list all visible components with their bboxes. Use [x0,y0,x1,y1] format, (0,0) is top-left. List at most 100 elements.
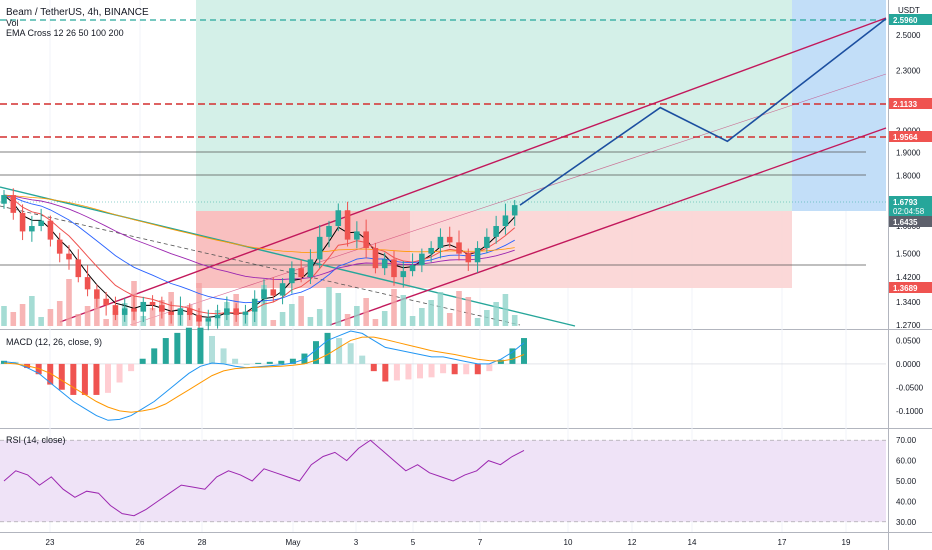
price-tag-value: 1.6793 [893,198,918,207]
price-tag-value: 1.3689 [893,284,918,293]
price-tick: 1.8000 [896,172,921,181]
macd-histogram-bar [370,363,377,372]
price-axis[interactable]: 1.27001.34001.42001.50001.60001.70001.80… [889,14,932,330]
candle-body [233,308,239,315]
candle-body [456,242,462,254]
time-tick: 7 [478,538,483,547]
candle-body [251,298,258,312]
time-tick: 28 [198,538,207,547]
pane-labels: Beam / TetherUS, 4h, BINANCE Vol EMA Cro… [6,6,920,445]
candle-body [10,195,17,213]
macd-line [3,330,525,421]
channel-upper [59,17,887,323]
macd-histogram-bar [278,360,285,364]
volume-bar [94,298,100,326]
volume-bar [372,319,379,326]
time-tick: 19 [842,538,851,547]
macd-histogram-bar [266,361,273,364]
price-tag-countdown: 02:04:58 [893,207,925,216]
volume-bar [354,306,360,326]
candle-body [205,318,212,322]
price-tick: 2.5000 [896,31,921,40]
candle-body [75,259,82,278]
macd-histogram-bar [474,363,481,375]
macd-histogram-bar [232,358,239,364]
candle-body [354,231,360,240]
volume-bar [270,320,277,326]
candle-body [214,314,221,319]
macd-histogram-bar [197,327,204,364]
volume-bar [298,296,304,326]
horizontal-lines [0,19,886,266]
price-tick: 2.3000 [896,67,921,76]
volume-bar [456,291,462,326]
macd-histogram-bar [93,363,100,395]
macd-histogram-bar [313,341,319,364]
candle-body [316,236,323,260]
time-tick: 17 [778,538,787,547]
macd-histogram-bar [289,358,296,364]
rsi-line [3,439,525,517]
candle-body [38,220,44,227]
volume-bar [103,319,109,326]
candle-body [289,268,295,284]
long-zone [196,0,792,211]
macd-histogram-bar [185,327,192,364]
projection-zone [792,0,886,211]
macd-tick: 0.0000 [896,360,921,369]
macd-histogram-bar [139,358,146,364]
candle-body [502,215,509,227]
price-tag-value: 2.5960 [893,16,918,25]
candle-body [335,210,342,227]
macd-histogram-bar [255,362,262,364]
macd-tick: -0.0500 [896,383,924,392]
volume-bar [261,285,267,326]
volume-bar [511,315,518,326]
macd-histogram-bar [243,363,250,365]
volume-bar [419,308,425,326]
time-tick: 23 [46,538,55,547]
candle-body [242,311,249,315]
rsi-band [0,440,886,522]
macd-histogram-bar [497,359,504,364]
price-tag-value: 2.1133 [893,100,918,109]
candle-body [400,271,407,278]
macd-histogram-bar [428,363,435,378]
price-tick: 1.9000 [896,148,921,157]
volume-bar [316,309,323,326]
volume-bar [307,317,314,326]
volume-bar [363,298,369,326]
candle-body [168,311,174,315]
forecast-line [519,18,887,206]
volume-bar [502,294,509,326]
macd-histogram-bar [105,363,111,393]
downtrend-line [0,186,576,327]
time-tick: 12 [628,538,637,547]
volume-bar [409,316,416,326]
volume-bar [279,312,286,326]
candle-body [29,226,35,232]
time-axis[interactable]: 23 26 28 May 3 5 7 10 12 14 17 19 [0,532,932,548]
volume-bar [391,289,397,326]
time-tick: 14 [688,538,697,547]
macd-tick: -0.1000 [896,407,924,416]
volume-bar [38,317,44,326]
macd-histogram-bar [162,338,169,364]
price-tag [889,98,932,109]
candles [1,188,518,331]
ema-label: EMA Cross 12 26 50 100 200 [6,28,124,38]
volume-bar [10,312,17,326]
volume-bar [400,295,407,326]
candle-body [103,298,109,306]
volume-bar [56,301,63,326]
volume-bar [381,311,388,326]
candle-body [140,301,147,312]
volume-bar [149,308,156,326]
volume-bar [344,314,351,326]
price-tag [889,14,932,25]
volume-bar [47,309,54,326]
trendlines [0,17,887,327]
price-tag [889,131,932,142]
macd-histogram-bar [128,363,135,372]
